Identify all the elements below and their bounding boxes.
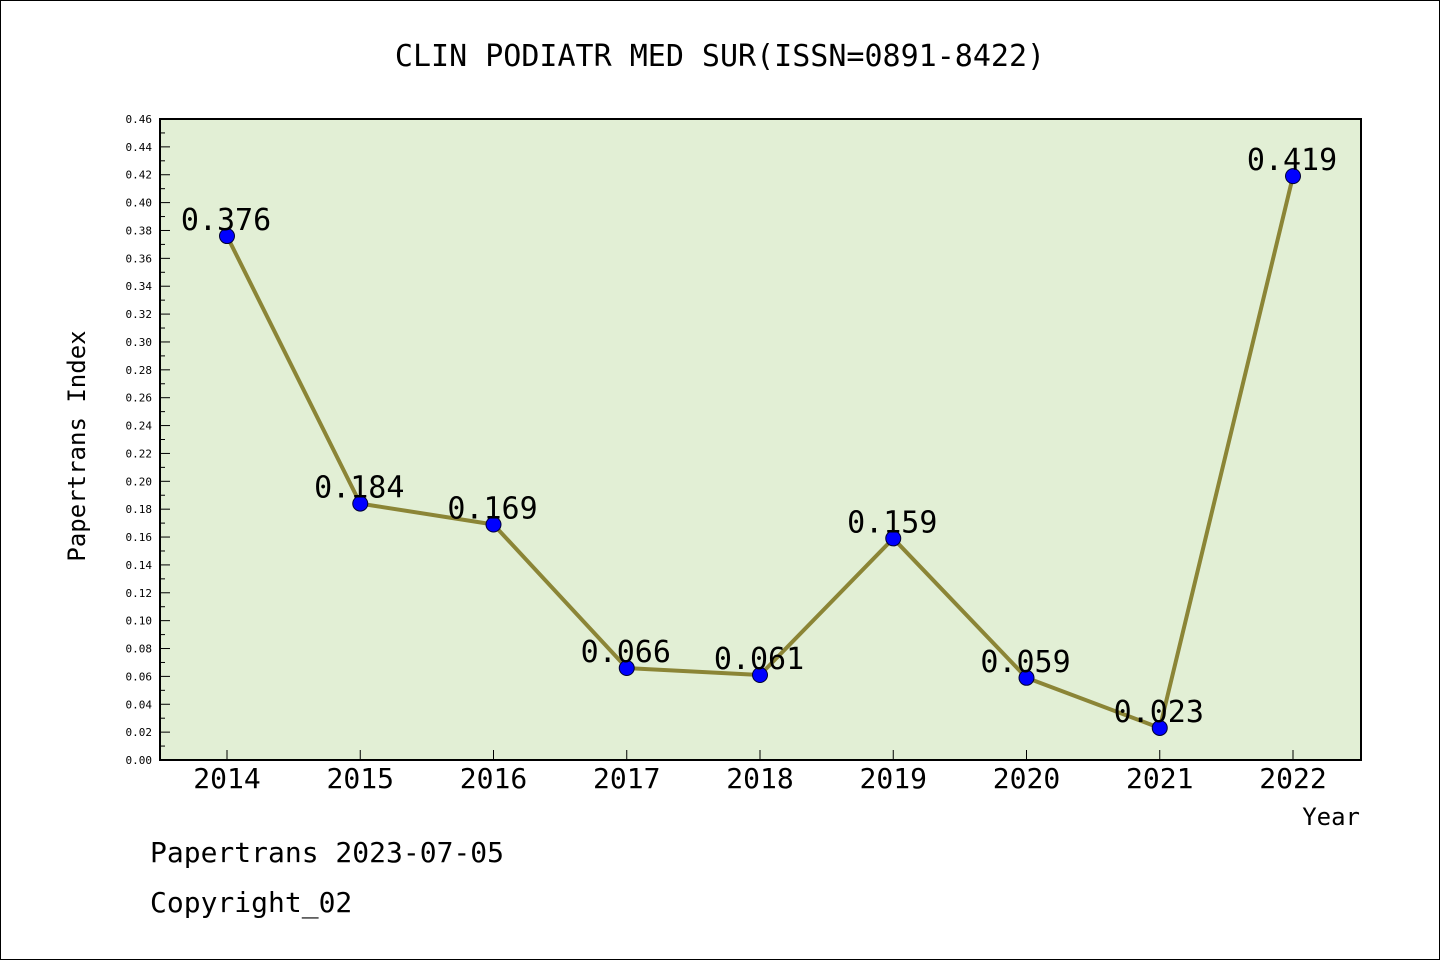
y-tick-label: 0.08 xyxy=(126,643,153,656)
y-tick-label: 0.40 xyxy=(126,197,153,210)
y-tick-label: 0.38 xyxy=(126,224,153,237)
x-tick-label: 2018 xyxy=(726,762,793,795)
data-point xyxy=(752,666,768,683)
x-axis: 2014 2015 2016 2017 2018 2019 2020 2021 2022 xyxy=(193,750,1327,795)
data-point xyxy=(1285,168,1301,185)
data-point xyxy=(352,495,369,512)
data-label: 0.061 xyxy=(714,642,804,677)
y-tick-label: 0.32 xyxy=(126,308,153,321)
footer-copyright: Copyright_02 xyxy=(150,886,353,919)
y-tick-label: 0.10 xyxy=(126,615,153,628)
data-labels: 0.376 0.184 0.169 0.066 0.061 0.159 0.059 0.023… xyxy=(181,143,1337,730)
x-tick-label: 2016 xyxy=(460,762,527,795)
y-tick-label: 0.02 xyxy=(126,726,153,739)
y-tick-label: 0.34 xyxy=(126,280,153,293)
x-tick-label: 2017 xyxy=(593,762,660,795)
x-tick-label: 2020 xyxy=(993,762,1060,795)
y-tick-label: 0.12 xyxy=(126,587,153,600)
y-tick-label: 0.04 xyxy=(126,698,153,711)
y-tick-label: 0.28 xyxy=(126,364,153,377)
y-tick-label: 0.30 xyxy=(126,336,153,349)
y-tick-label: 0.24 xyxy=(126,420,153,433)
data-point xyxy=(618,660,635,677)
y-tick-label: 0.26 xyxy=(126,392,153,405)
data-point xyxy=(885,530,902,547)
y-tick-label: 0.16 xyxy=(126,531,153,544)
chart-title: CLIN PODIATR MED SUR(ISSN=0891-8422) xyxy=(395,39,1045,74)
y-tick-label: 0.36 xyxy=(126,252,153,265)
data-label: 0.376 xyxy=(181,203,271,238)
data-label: 0.159 xyxy=(847,505,937,540)
y-tick-label: 0.46 xyxy=(126,113,153,126)
x-tick-label: 2015 xyxy=(327,762,394,795)
footer-date: Papertrans 2023-07-05 xyxy=(150,836,505,869)
y-tick-label: 0.20 xyxy=(126,475,153,488)
y-tick-label: 0.22 xyxy=(126,447,153,460)
y-axis: 0.00 0.02 0.04 0.06 0.08 0.10 0.12 0.14 0.16 0.18… xyxy=(126,113,170,767)
data-point xyxy=(219,228,235,245)
y-tick-label: 0.00 xyxy=(126,754,153,767)
data-point xyxy=(1018,669,1035,686)
x-tick-label: 2019 xyxy=(860,762,927,795)
data-label: 0.023 xyxy=(1114,695,1204,730)
data-label: 0.059 xyxy=(980,645,1070,680)
x-tick-label: 2022 xyxy=(1259,762,1326,795)
x-tick-label: 2014 xyxy=(193,762,260,795)
data-point xyxy=(485,516,502,533)
x-tick-label: 2021 xyxy=(1126,762,1193,795)
y-axis-label: Papertrans Index xyxy=(63,330,91,561)
y-tick-label: 0.14 xyxy=(126,559,153,572)
data-point xyxy=(1151,719,1168,736)
plot-area xyxy=(159,118,1362,761)
data-points xyxy=(219,168,1301,736)
data-label: 0.419 xyxy=(1247,143,1337,178)
data-label: 0.184 xyxy=(314,471,404,506)
y-tick-label: 0.42 xyxy=(126,169,153,182)
y-tick-label: 0.06 xyxy=(126,670,153,683)
data-label: 0.066 xyxy=(581,635,671,670)
y-tick-label: 0.18 xyxy=(126,503,153,516)
data-label: 0.169 xyxy=(447,492,537,527)
x-axis-label: Year xyxy=(1302,803,1360,831)
y-tick-label: 0.44 xyxy=(126,141,153,154)
